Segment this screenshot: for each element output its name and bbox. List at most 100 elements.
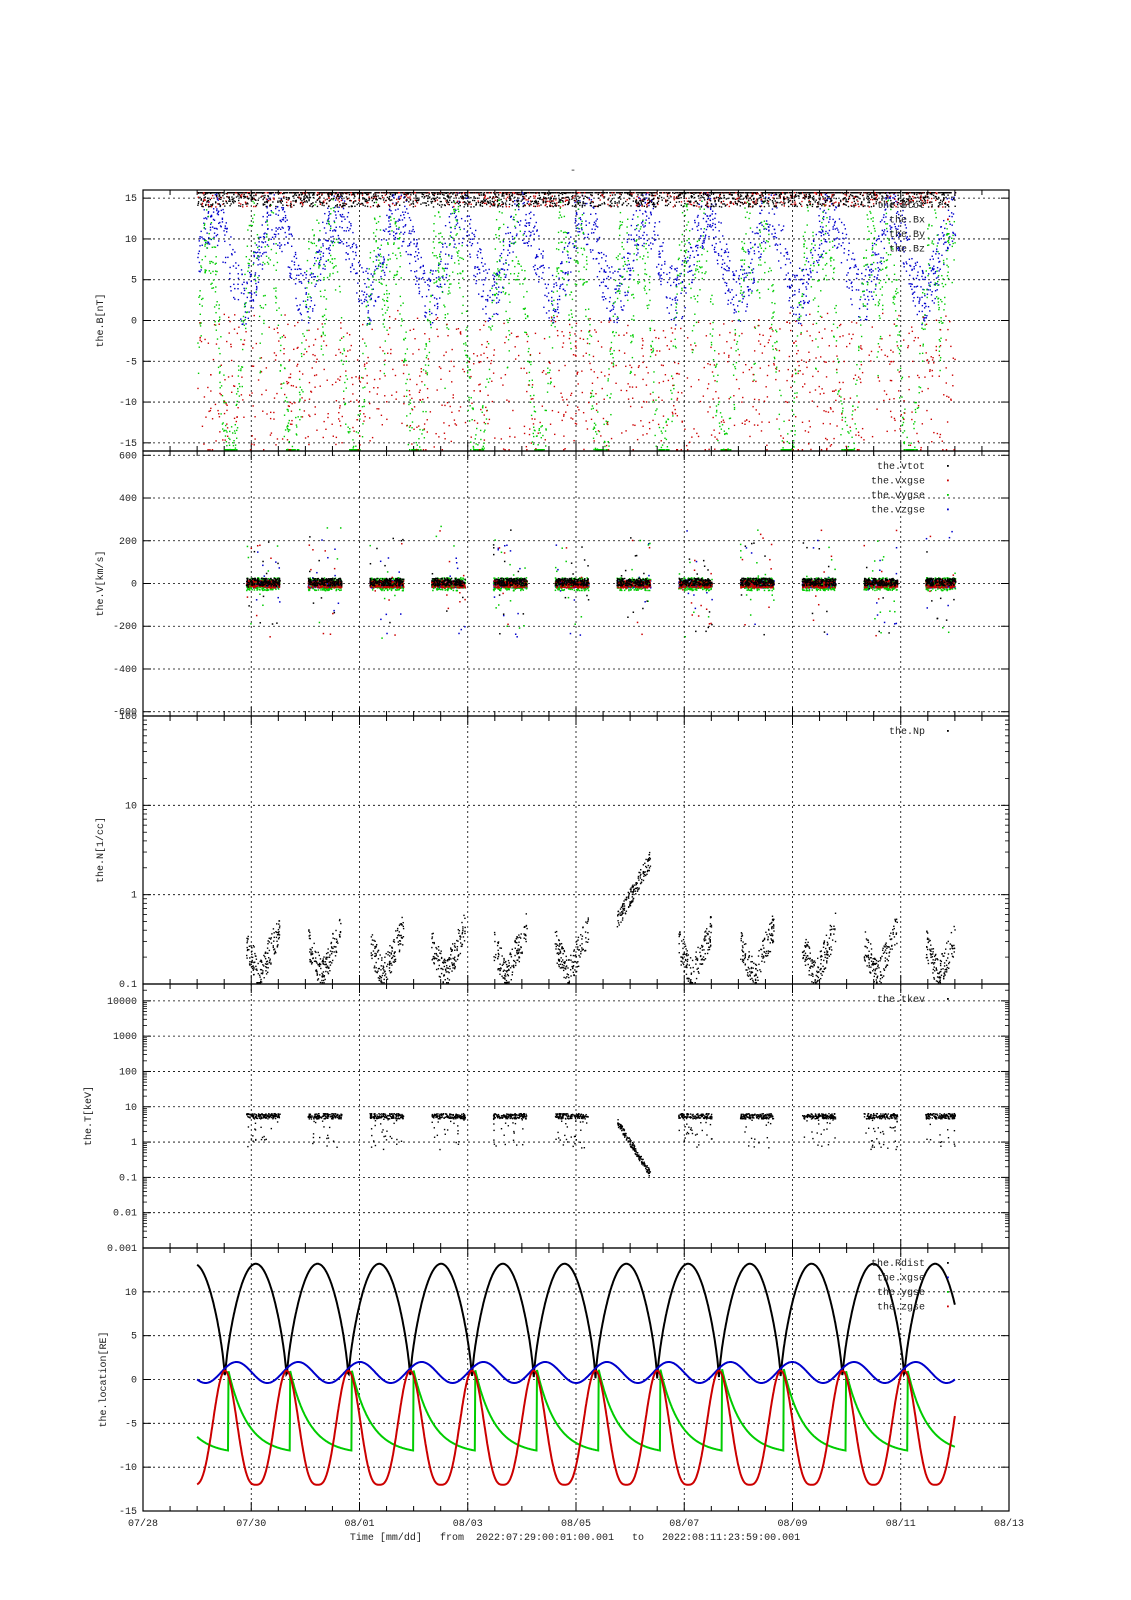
data-point (296, 268, 299, 271)
data-point (902, 262, 905, 264)
data-point (895, 200, 897, 203)
data-point (376, 256, 378, 258)
data-point (287, 199, 289, 201)
data-point (240, 269, 243, 271)
data-point (851, 258, 853, 260)
data-point (358, 298, 360, 300)
data-point (706, 250, 709, 253)
data-point (525, 331, 527, 334)
data-point (610, 277, 612, 279)
data-point (370, 284, 372, 286)
data-point (303, 335, 305, 337)
data-point (888, 398, 891, 401)
data-point (486, 378, 488, 380)
data-point (418, 283, 420, 286)
data-point (252, 200, 254, 203)
data-point (832, 226, 834, 228)
data-point (567, 251, 569, 253)
data-point (348, 258, 350, 260)
data-point (341, 213, 344, 216)
data-point (546, 200, 548, 203)
data-point (593, 426, 595, 428)
data-point (683, 273, 686, 276)
data-point (300, 352, 303, 355)
data-point (409, 262, 411, 265)
data-point (642, 213, 644, 215)
data-point (342, 363, 344, 366)
data-point (484, 423, 487, 425)
data-point (320, 348, 323, 350)
data-point (926, 244, 929, 247)
data-point (285, 236, 287, 238)
data-point (897, 249, 900, 252)
data-point (556, 303, 559, 305)
data-point (836, 425, 838, 427)
data-point (950, 198, 953, 200)
data-point (351, 263, 354, 265)
data-point (571, 326, 573, 329)
data-point (639, 209, 641, 212)
data-point (858, 349, 860, 352)
data-point (462, 237, 464, 240)
data-point (708, 194, 711, 196)
data-point (820, 255, 823, 257)
data-point (212, 287, 215, 289)
data-point (831, 257, 833, 259)
data-point (616, 290, 618, 293)
data-point (819, 244, 821, 246)
data-point (574, 218, 577, 220)
data-point (637, 282, 639, 285)
data-point (606, 277, 608, 280)
data-point (424, 348, 426, 350)
data-point (888, 197, 891, 199)
data-point (740, 259, 742, 261)
data-point (706, 215, 709, 217)
data-point (806, 330, 808, 332)
data-point (873, 276, 876, 278)
data-point (932, 272, 935, 275)
data-point (420, 368, 422, 370)
data-point (631, 318, 633, 321)
data-point (792, 440, 795, 442)
data-point (329, 249, 331, 251)
data-point (801, 270, 803, 272)
data-point (889, 228, 892, 230)
data-point (400, 277, 402, 279)
data-point (352, 445, 355, 448)
data-point (921, 292, 924, 294)
data-point (871, 244, 874, 247)
data-point (629, 267, 631, 270)
data-point (427, 364, 430, 367)
data-point (247, 229, 249, 231)
data-point (244, 327, 247, 330)
data-point (815, 368, 817, 370)
data-point (827, 232, 829, 234)
data-point (416, 243, 418, 245)
data-point (926, 296, 928, 299)
data-point (590, 232, 593, 234)
data-point (420, 266, 422, 268)
data-point (386, 296, 389, 299)
data-point (878, 299, 881, 301)
data-point (495, 312, 498, 315)
data-point (334, 230, 337, 232)
data-point (748, 266, 751, 269)
data-point (794, 416, 797, 418)
data-point (575, 247, 578, 250)
data-point (374, 235, 377, 237)
data-point (240, 318, 242, 320)
data-point (388, 209, 391, 211)
data-point (746, 286, 749, 288)
data-point (253, 255, 255, 258)
data-point (282, 207, 285, 209)
data-point (939, 260, 941, 263)
data-point (379, 215, 381, 218)
data-point (284, 220, 287, 223)
data-point (640, 237, 642, 239)
data-point (523, 201, 525, 204)
data-point (919, 297, 921, 299)
data-point (480, 295, 483, 298)
data-point (649, 242, 652, 244)
data-point (424, 316, 427, 318)
data-point (470, 441, 472, 443)
